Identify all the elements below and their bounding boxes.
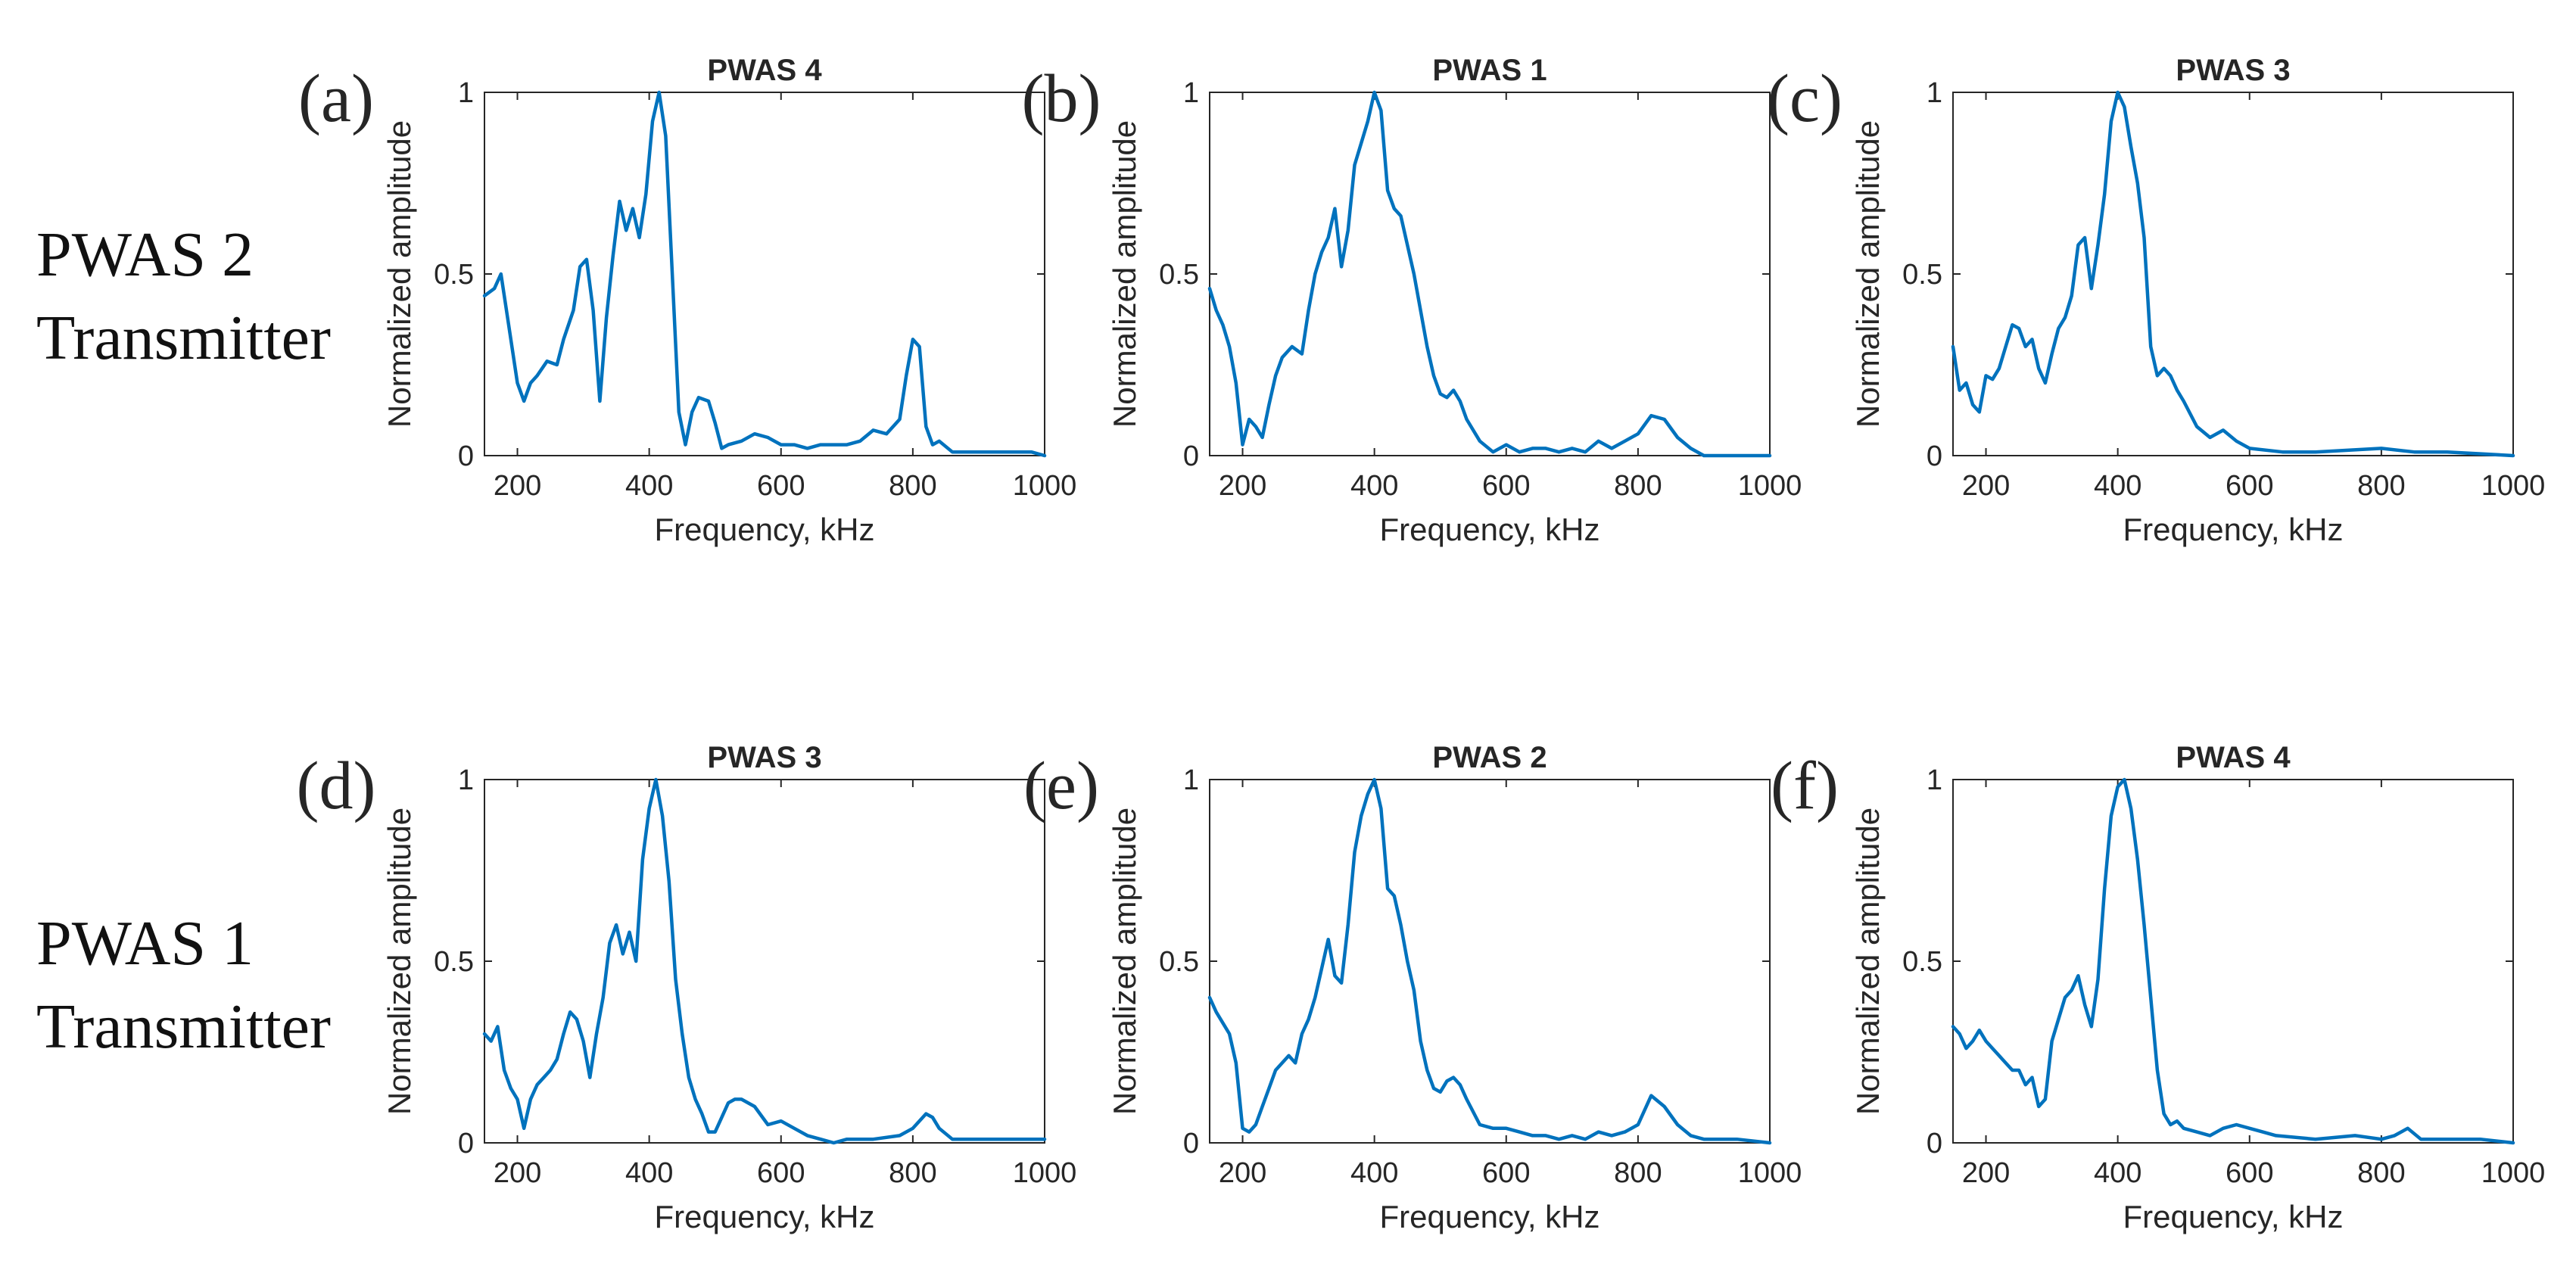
x-tick-label: 200: [494, 1157, 541, 1189]
x-tick-label: 400: [1350, 470, 1398, 502]
chart-title: PWAS 3: [707, 741, 821, 774]
x-tick-label: 200: [1219, 1157, 1266, 1189]
panel-letter: (b): [1022, 61, 1101, 136]
y-tick-label: 1: [1927, 77, 1942, 109]
y-tick-label: 1: [1927, 764, 1942, 796]
chart-title: PWAS 4: [707, 54, 822, 87]
y-tick-label: 0: [1927, 440, 1942, 472]
chart-title: PWAS 1: [1432, 54, 1547, 87]
x-tick-label: 800: [2357, 1157, 2405, 1189]
x-tick-label: 600: [2226, 470, 2273, 502]
row-label-line1: PWAS 2: [36, 219, 254, 290]
x-tick-label: 400: [2094, 1157, 2141, 1189]
axes-box: [1952, 92, 2514, 456]
y-tick-label: 1: [458, 77, 474, 109]
x-tick-label: 200: [1219, 470, 1266, 502]
x-tick-label: 200: [1962, 470, 2010, 502]
panel-letter: (f): [1771, 749, 1839, 823]
x-axis-label: Frequency, kHz: [655, 1199, 875, 1234]
chart-panel-f: 200 400 600 800 1000 0 0.5 1 PWAS 4 Frequency, kH…: [1771, 741, 2545, 1234]
x-axis-label: Frequency, kHz: [2123, 512, 2344, 547]
chart-title: PWAS 4: [2176, 741, 2291, 774]
y-tick-label: 0.5: [434, 946, 474, 978]
axes-box: [484, 92, 1045, 456]
axes-box: [1952, 779, 2514, 1144]
series-line: [482, 777, 1047, 1145]
x-tick-label: 200: [494, 470, 541, 502]
y-axis-label: Normalized amplitude: [382, 120, 417, 428]
x-axis-label: Frequency, kHz: [655, 512, 875, 547]
panel-letter: (a): [298, 61, 374, 136]
y-tick-label: 0.5: [1902, 946, 1942, 978]
x-tick-label: 1000: [1013, 470, 1077, 502]
y-axis-label: Normalized amplitude: [1850, 120, 1886, 428]
x-tick-label: 1000: [1738, 1157, 1802, 1189]
y-tick-label: 0: [1183, 440, 1199, 472]
x-tick-label: 200: [1962, 1157, 2010, 1189]
series-line: [1951, 777, 2515, 1145]
chart-panel-c: 200 400 600 800 1000 0 0.5 1 PWAS 3 Frequency, kH…: [1767, 54, 2545, 547]
row-label-line1: PWAS 1: [36, 908, 254, 979]
x-tick-label: 600: [757, 470, 805, 502]
y-tick-label: 1: [1183, 764, 1199, 796]
y-tick-label: 0.5: [1902, 259, 1942, 291]
series-line: [482, 90, 1047, 458]
axes-box: [484, 779, 1045, 1144]
x-tick-label: 1000: [2481, 1157, 2546, 1189]
x-tick-label: 600: [2226, 1157, 2273, 1189]
y-tick-label: 0: [458, 440, 474, 472]
chart-panel-b: 200 400 600 800 1000 0 0.5 1 PWAS 1 Frequency, kH…: [1022, 54, 1802, 547]
x-axis-label: Frequency, kHz: [2123, 1199, 2344, 1234]
x-tick-label: 400: [625, 470, 673, 502]
x-tick-label: 400: [2094, 470, 2141, 502]
x-tick-label: 400: [625, 1157, 673, 1189]
axes-box: [1209, 92, 1771, 456]
y-tick-label: 0.5: [1159, 259, 1199, 291]
x-tick-label: 1000: [1013, 1157, 1077, 1189]
row-label-pwas2-transmitter: PWAS 2 Transmitter: [36, 213, 331, 380]
series-line: [1207, 90, 1772, 458]
y-tick-label: 0: [1927, 1128, 1942, 1159]
row-label-line2: Transmitter: [36, 303, 331, 373]
panel-letter: (e): [1023, 749, 1099, 823]
y-tick-label: 0: [458, 1128, 474, 1159]
x-tick-label: 400: [1350, 1157, 1398, 1189]
x-tick-label: 1000: [1738, 470, 1802, 502]
x-tick-label: 800: [2357, 470, 2405, 502]
row-label-line2: Transmitter: [36, 991, 331, 1062]
panel-letter: (c): [1767, 61, 1842, 136]
y-axis-label: Normalized amplitude: [1850, 808, 1886, 1115]
x-tick-label: 1000: [2481, 470, 2546, 502]
x-tick-label: 600: [757, 1157, 805, 1189]
x-axis-label: Frequency, kHz: [1380, 512, 1600, 547]
y-axis-label: Normalized amplitude: [382, 808, 417, 1115]
y-tick-label: 0.5: [1159, 946, 1199, 978]
y-tick-label: 1: [1183, 77, 1199, 109]
axes-box: [1209, 779, 1771, 1144]
chart-title: PWAS 2: [1432, 741, 1547, 774]
x-tick-label: 800: [1614, 1157, 1662, 1189]
x-tick-label: 600: [1482, 470, 1530, 502]
y-tick-label: 0: [1183, 1128, 1199, 1159]
chart-panel-d: 200 400 600 800 1000 0 0.5 1 PWAS 3 Frequency, kH…: [297, 741, 1077, 1234]
x-tick-label: 800: [1614, 470, 1662, 502]
y-tick-label: 1: [458, 764, 474, 796]
x-tick-label: 600: [1482, 1157, 1530, 1189]
y-tick-label: 0.5: [434, 259, 474, 291]
y-axis-label: Normalized amplitude: [1107, 808, 1142, 1115]
series-line: [1207, 777, 1772, 1145]
row-label-pwas1-transmitter: PWAS 1 Transmitter: [36, 902, 331, 1069]
x-tick-label: 800: [889, 470, 936, 502]
y-axis-label: Normalized amplitude: [1107, 120, 1142, 428]
x-tick-label: 800: [889, 1157, 936, 1189]
chart-panel-e: 200 400 600 800 1000 0 0.5 1 PWAS 2 Frequency, kH…: [1023, 741, 1802, 1234]
chart-panel-a: 200 400 600 800 1000 0 0.5 1 PWAS 4 Frequency, kH…: [298, 54, 1076, 547]
panel-letter: (d): [297, 749, 376, 823]
chart-title: PWAS 3: [2176, 54, 2290, 87]
series-line: [1951, 90, 2515, 458]
x-axis-label: Frequency, kHz: [1380, 1199, 1600, 1234]
